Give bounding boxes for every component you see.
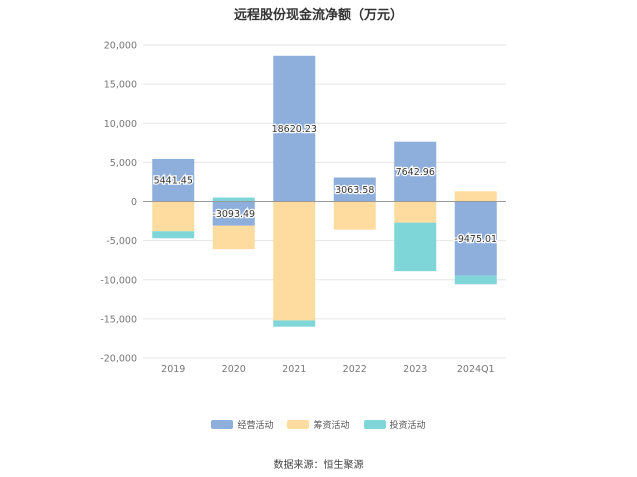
bar-segment[interactable]: [454, 275, 497, 285]
bar-segment[interactable]: [394, 141, 437, 202]
x-tick-label: 2022: [343, 364, 367, 375]
data-label: -3093.49: [212, 209, 255, 220]
legend-swatch-investing: [363, 420, 386, 429]
x-tick-label: 2019: [161, 364, 185, 375]
bar-segment[interactable]: [212, 197, 255, 202]
x-tick-label: 2023: [403, 364, 427, 375]
bar-segment[interactable]: [273, 320, 316, 327]
axes: 20,000 15,000 10,000 5,000 0 -5,000 -10,000 -15…: [100, 41, 506, 375]
y-tick-label: 15,000: [104, 80, 137, 91]
bar-segment[interactable]: [333, 177, 376, 202]
legend-item-investing[interactable]: 投资活动: [363, 418, 426, 431]
bar-segment[interactable]: [152, 201, 195, 232]
bars: [152, 55, 497, 327]
y-tick-label: 10,000: [104, 119, 137, 130]
y-tick-label: 0: [131, 197, 137, 208]
y-tick-label: 20,000: [104, 41, 137, 52]
x-tick-label: 2021: [282, 364, 306, 375]
legend-label-financing: 筹资活动: [313, 421, 350, 431]
bar-segment[interactable]: [273, 55, 316, 202]
bar-segment[interactable]: [212, 225, 255, 250]
data-source: 数据来源：恒生聚源: [273, 460, 364, 471]
bar-segment[interactable]: [394, 222, 437, 272]
bar-segment[interactable]: [454, 201, 497, 276]
legend-swatch-operating: [211, 420, 234, 429]
legend-item-operating[interactable]: 经营活动: [211, 418, 273, 431]
y-tick-label: -5,000: [106, 236, 137, 247]
data-label: -9475.01: [454, 234, 497, 245]
legend-label-operating: 经营活动: [237, 421, 274, 431]
bar-segment[interactable]: [152, 231, 195, 239]
legend: 经营活动 筹资活动 投资活动: [0, 418, 637, 431]
data-label: 5441.45: [154, 176, 193, 187]
legend-swatch-financing: [287, 420, 310, 429]
data-label: 7642.96: [396, 167, 435, 178]
bar-segment[interactable]: [212, 201, 255, 226]
legend-item-financing[interactable]: 筹资活动: [287, 418, 350, 431]
data-labels: 5441.45 -3093.49 18620.23 3063.58 7642.96 -94…: [152, 123, 498, 246]
data-label: 3063.58: [335, 185, 374, 196]
legend-label-investing: 投资活动: [389, 421, 426, 431]
y-tick-label: -15,000: [100, 314, 137, 325]
bar-segment[interactable]: [394, 201, 437, 223]
x-tick-label: 2024Q1: [457, 364, 495, 375]
bar-segment[interactable]: [454, 191, 497, 202]
bar-segment[interactable]: [333, 201, 376, 230]
bar-segment[interactable]: [152, 158, 195, 202]
y-tick-label: -20,000: [100, 354, 137, 365]
bar-segment[interactable]: [273, 201, 316, 321]
y-tick-label: 5,000: [110, 158, 137, 169]
x-tick-label: 2020: [222, 364, 246, 375]
chart-title: 远程股份现金流净额（万元）: [233, 8, 403, 23]
y-tick-label: -10,000: [100, 275, 137, 286]
data-label: 18620.23: [272, 124, 317, 135]
